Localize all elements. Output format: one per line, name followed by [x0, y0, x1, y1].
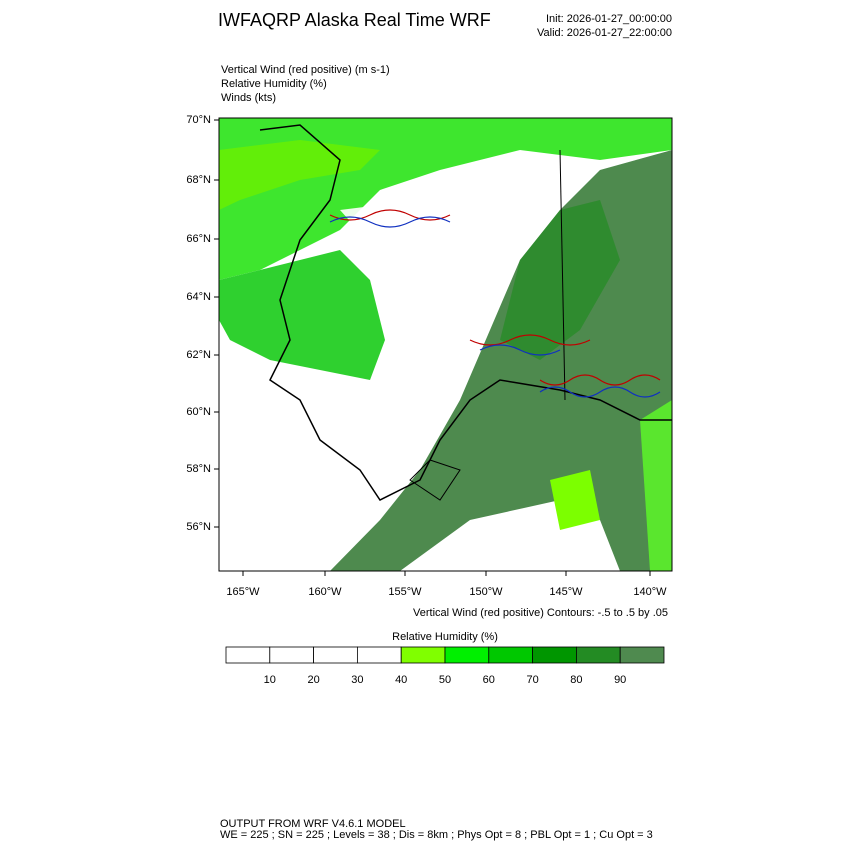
lat-label: 70°N — [186, 114, 211, 126]
colorbar-box — [619, 646, 665, 664]
lon-label: 160°W — [308, 586, 342, 598]
field-label: Winds (kts) — [221, 92, 276, 104]
colorbar-box — [444, 646, 490, 664]
field-label: Relative Humidity (%) — [221, 78, 327, 90]
lat-label: 58°N — [186, 463, 211, 475]
init-time: Init: 2026-01-27_00:00:00 — [546, 13, 672, 25]
colorbar-box — [400, 646, 446, 664]
valid-time: Valid: 2026-01-27_22:00:00 — [537, 27, 672, 39]
contour-note: Vertical Wind (red positive) Contours: -… — [413, 607, 668, 619]
colorbar-label: 80 — [570, 674, 582, 686]
lat-label: 62°N — [186, 349, 211, 361]
lon-label: 150°W — [469, 586, 503, 598]
lat-label: 56°N — [186, 521, 211, 533]
colorbar-label: 30 — [351, 674, 363, 686]
colorbar-box — [576, 646, 621, 664]
colorbar-label: 70 — [526, 674, 538, 686]
title: IWFAQRP Alaska Real Time WRF — [218, 10, 491, 30]
colorbar-label: 60 — [483, 674, 495, 686]
lat-label: 66°N — [186, 233, 211, 245]
footer-line: WE = 225 ; SN = 225 ; Levels = 38 ; Dis … — [220, 829, 653, 841]
colorbar-label: 10 — [264, 674, 276, 686]
map — [218, 117, 673, 572]
colorbar-title: Relative Humidity (%) — [392, 631, 498, 643]
lat-label: 64°N — [186, 291, 211, 303]
colorbar-label: 40 — [395, 674, 407, 686]
footer-line: OUTPUT FROM WRF V4.6.1 MODEL — [220, 818, 406, 830]
colorbar-box — [532, 646, 577, 664]
field-label: Vertical Wind (red positive) (m s-1) — [221, 64, 390, 76]
colorbar-box — [313, 646, 358, 664]
colorbar-label: 90 — [614, 674, 626, 686]
lon-label: 155°W — [388, 586, 422, 598]
lat-label: 68°N — [186, 174, 211, 186]
lon-label: 145°W — [549, 586, 583, 598]
colorbar-box — [225, 646, 271, 664]
colorbar-box — [488, 646, 533, 664]
colorbar-label: 50 — [439, 674, 451, 686]
lat-label: 60°N — [186, 406, 211, 418]
lon-label: 165°W — [226, 586, 260, 598]
colorbar-box — [356, 646, 402, 664]
lon-label: 140°W — [633, 586, 667, 598]
colorbar-box — [269, 646, 314, 664]
colorbar-label: 20 — [307, 674, 319, 686]
